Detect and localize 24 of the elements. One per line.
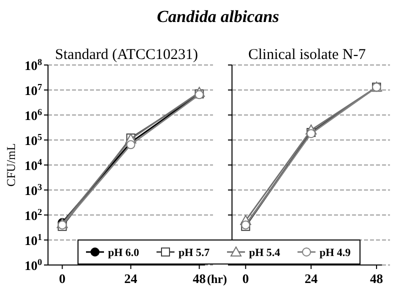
y-tick-label: 10$^{6}$ <box>24 107 42 123</box>
y-tick-label: 10$^{1}$ <box>24 232 42 248</box>
x-tick-label: 24 <box>304 271 318 286</box>
x-axis-title: (hr) <box>207 272 227 286</box>
x-tick-label: 0 <box>242 271 249 286</box>
y-tick-label: 10$^{8}$ <box>24 57 42 73</box>
legend-label: pH 5.4 <box>249 247 281 259</box>
y-axis-title: CFU/mL <box>4 143 18 187</box>
x-tick-label: 48 <box>192 271 206 286</box>
chart-subtitle: Standard (ATCC10231) <box>55 47 198 63</box>
legend-label: pH 6.0 <box>108 247 140 259</box>
y-tick-label: 10$^{3}$ <box>24 182 42 198</box>
y-tick-label: 10$^{2}$ <box>24 207 42 223</box>
x-tick-label: 24 <box>124 271 138 286</box>
legend-label: pH 5.7 <box>178 247 210 259</box>
y-tick-label: 10$^{4}$ <box>24 157 42 173</box>
y-tick-label: 10$^{0}$ <box>24 257 42 273</box>
y-tick-label: 10$^{5}$ <box>24 132 42 148</box>
chart-subtitle: Clinical isolate N-7 <box>248 47 366 63</box>
x-tick-label: 0 <box>59 271 66 286</box>
x-tick-label: 48 <box>370 271 384 286</box>
legend-label: pH 4.9 <box>320 247 352 259</box>
chart-title: Candida albicans <box>156 7 280 26</box>
y-tick-label: 10$^{7}$ <box>24 82 42 98</box>
